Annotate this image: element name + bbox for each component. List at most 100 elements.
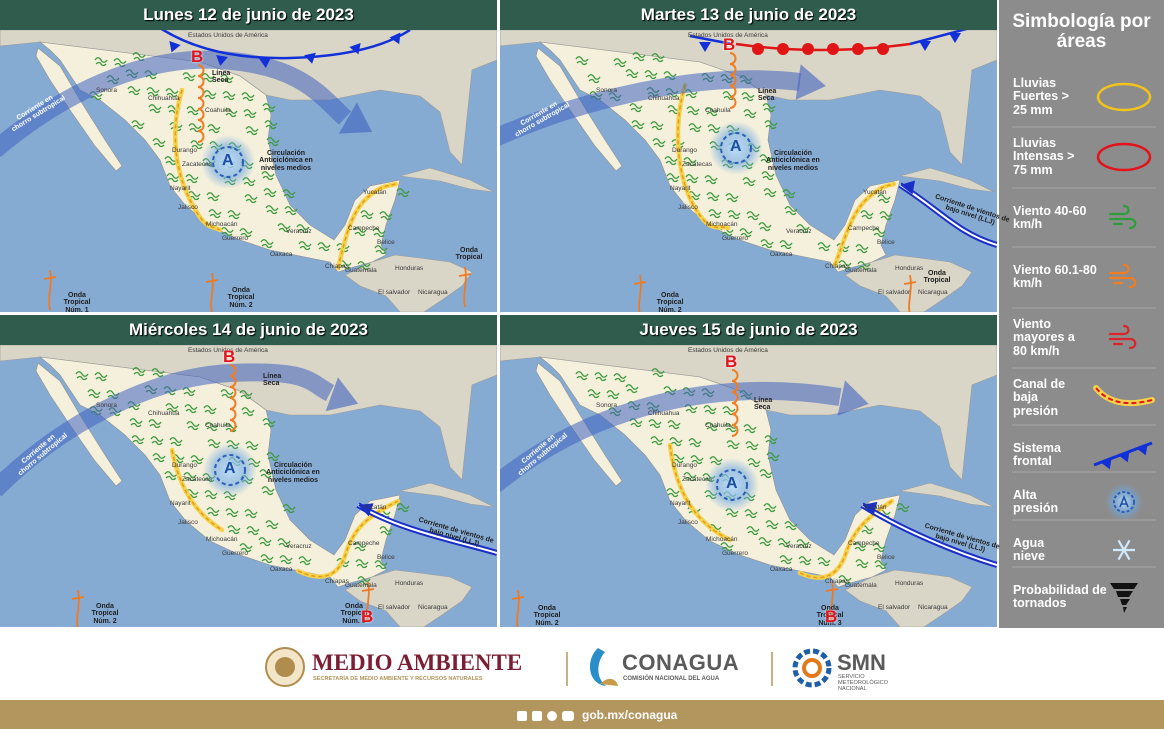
wind-symbol <box>201 73 215 83</box>
jet-label: Corriente en chorro subtropical <box>514 100 572 139</box>
social-icon[interactable] <box>562 711 574 721</box>
place-label: Coahuila <box>205 107 231 114</box>
wind-symbol <box>203 405 217 415</box>
wind-symbol <box>855 559 869 569</box>
wind-symbol <box>353 227 367 237</box>
wind-symbol <box>725 193 739 203</box>
wind-symbol <box>284 206 298 216</box>
social-icon[interactable] <box>547 711 557 721</box>
wind-symbol <box>357 576 371 586</box>
wind-symbol <box>224 108 238 118</box>
wind-symbol <box>374 245 388 255</box>
wind-symbol <box>298 241 312 251</box>
wind-symbol <box>265 520 279 530</box>
footer-bar <box>0 700 1164 729</box>
map <box>500 30 997 312</box>
wind-symbol <box>165 88 179 98</box>
front-triangle <box>216 54 228 66</box>
place-label: Veracruz <box>786 228 812 235</box>
wind-symbol <box>625 384 639 394</box>
wind-symbol <box>644 70 658 80</box>
front-triangle <box>919 41 931 51</box>
semarnat-emblem-core <box>275 657 295 677</box>
wind-symbol <box>743 109 757 119</box>
cold-front <box>160 30 411 60</box>
wind-symbol <box>765 520 779 530</box>
map <box>0 30 497 312</box>
place-label: Guerrero <box>222 550 249 557</box>
legend-background <box>999 0 1164 628</box>
legend-item: Canal de baja presión <box>1013 377 1066 418</box>
place-label: Yucatán <box>363 504 387 511</box>
place-label: Jalisco <box>178 519 198 526</box>
wind-symbol <box>872 543 886 553</box>
wind-symbol <box>244 509 258 519</box>
wind-symbol <box>186 421 200 431</box>
high-glow <box>705 458 759 512</box>
wind-symbol <box>225 508 239 518</box>
footer-background <box>0 628 1164 700</box>
jet-stream <box>500 70 802 146</box>
place-label: Estados Unidos de América <box>688 347 768 354</box>
place-label: Belice <box>877 554 895 561</box>
place-label: Chiapas <box>325 263 349 270</box>
wind-symbol <box>185 174 199 184</box>
wind-symbol <box>227 525 241 535</box>
high-pressure-letter: A <box>730 138 742 155</box>
jet-arrowhead <box>837 380 869 416</box>
dry-line <box>731 369 739 437</box>
place-label: El salvador <box>378 604 411 611</box>
front-triangle <box>349 42 361 55</box>
wind-symbol <box>705 422 719 432</box>
wind-symbol <box>279 555 293 565</box>
social-icons <box>517 711 574 721</box>
tropical-wave-label: Onda Tropical <box>455 247 483 262</box>
front-semicircle <box>827 43 839 55</box>
panel-title: Martes 13 de junio de 2023 <box>640 5 857 24</box>
wind-symbol <box>245 441 259 451</box>
wind-symbol <box>784 521 798 531</box>
wind-symbol <box>379 526 393 536</box>
dry-line-label: Línea Seca <box>754 397 773 412</box>
wind-symbol <box>796 224 810 234</box>
jet-arrowhead <box>325 377 359 412</box>
conagua-name: CONAGUA <box>622 650 740 675</box>
place-label: Honduras <box>895 265 924 272</box>
low-pressure-letter: B <box>723 35 736 54</box>
place-label: Coahuila <box>705 107 731 114</box>
wind-symbol <box>94 57 108 67</box>
front-triangle <box>949 33 961 43</box>
legend-icon-triangle <box>1100 457 1112 470</box>
wind-symbol <box>669 437 683 447</box>
wind-symbol <box>131 120 145 130</box>
wind-symbol <box>706 192 720 202</box>
wind-symbol <box>220 227 234 237</box>
wind-symbol <box>746 526 760 536</box>
place-label: Jalisco <box>678 519 698 526</box>
wind-symbol <box>784 206 798 216</box>
wind-symbol <box>208 209 222 219</box>
place-label: Chihuahua <box>648 410 680 417</box>
legend-icon <box>1117 539 1131 561</box>
wind-symbol <box>796 539 810 549</box>
conagua-emblem-base <box>600 678 618 686</box>
legend-item: Viento mayores a 80 km/h <box>1013 317 1075 358</box>
jet-label: Corriente en chorro subtropical <box>17 432 70 478</box>
wind-symbol <box>705 107 719 117</box>
anticyclone-label: Circulación Anticiclónica en niveles med… <box>259 150 313 172</box>
llj-arrowhead <box>358 503 374 517</box>
legend-icon <box>1096 82 1152 112</box>
low-pressure-letter: B <box>361 607 374 626</box>
jet-stream <box>0 363 335 497</box>
land-cuba <box>399 482 495 508</box>
social-icon[interactable] <box>532 711 542 721</box>
wind-symbol <box>186 106 200 116</box>
legend-item: Viento 60.1-80 km/h <box>1013 262 1097 290</box>
semarnat-subtitle: SECRETARÍA DE MEDIO AMBIENTE Y RECURSOS … <box>313 676 483 682</box>
social-icon[interactable] <box>517 711 527 721</box>
wind-symbol <box>317 242 331 252</box>
wind-symbol <box>396 503 410 513</box>
place-label: Veracruz <box>286 543 312 550</box>
wind-symbol <box>266 137 280 147</box>
wind-symbol <box>360 210 374 220</box>
